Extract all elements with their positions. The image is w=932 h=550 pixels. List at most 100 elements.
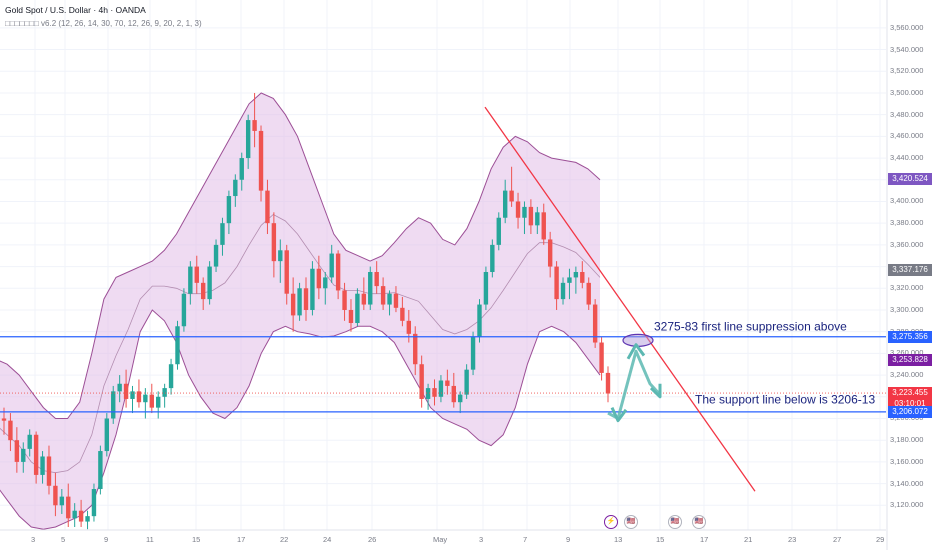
candle (194, 255, 199, 294)
candle-body (477, 304, 482, 338)
candle-body (188, 266, 193, 294)
price-badge[interactable]: 3,206.072 (888, 405, 932, 418)
candle-body (425, 388, 431, 399)
candle-body (46, 456, 52, 486)
candle-body (342, 290, 347, 310)
candle-body (400, 307, 405, 321)
price-tick-label: 3,320.000 (890, 283, 924, 293)
annotation-support: The support line below is 3206-13 (695, 392, 875, 406)
candle (458, 391, 463, 414)
price-tick-label: 3,400.000 (890, 196, 924, 206)
symbol-title[interactable]: Gold Spot / U.S. Dollar · 4h · OANDA (5, 5, 146, 15)
us-flag-icon[interactable]: 🇺🇸 (692, 515, 706, 529)
candle-body (130, 391, 135, 399)
candle-body (599, 342, 604, 373)
candle (271, 212, 277, 278)
candle (27, 429, 32, 457)
candle-body (91, 489, 97, 517)
candle-body (284, 250, 289, 294)
candle (535, 206, 540, 235)
price-badge[interactable]: 3,253.828 (888, 354, 932, 367)
candle-body (200, 282, 206, 300)
bollinger-upper-line (0, 92, 601, 419)
price-tick-label: 3,240.000 (890, 370, 924, 380)
candle (21, 442, 26, 473)
candle (175, 320, 180, 370)
candle (46, 445, 52, 495)
price-badge[interactable]: 3,337.176 (888, 263, 932, 276)
candle-body (168, 364, 174, 389)
time-tick-label: 3 (31, 535, 36, 544)
candle (284, 244, 289, 305)
candle-body (355, 293, 360, 323)
candle-body (502, 190, 508, 218)
time-tick-label: 13 (614, 535, 623, 544)
candle (98, 445, 103, 495)
candle-body (66, 496, 71, 519)
candle (445, 369, 450, 395)
candle-body (554, 266, 559, 300)
candle (483, 266, 489, 310)
candle-body (374, 272, 379, 287)
candle-body (547, 239, 553, 267)
candle (573, 266, 579, 294)
price-badge[interactable]: 3,420.524 (888, 173, 932, 186)
candle (528, 199, 534, 235)
candle (220, 217, 225, 256)
candle-body (413, 333, 418, 365)
candle (233, 174, 238, 207)
indicator-label[interactable]: □□□□□□□ v6.2 (12, 26, 14, 30, 70, 12, 26… (5, 19, 202, 28)
candle-body (233, 179, 238, 197)
candle-body (207, 266, 212, 300)
candle (316, 255, 322, 300)
candle-body (592, 304, 598, 343)
candle (33, 431, 39, 484)
candle-body (104, 418, 110, 452)
time-tick-label: 11 (146, 535, 154, 544)
candle (477, 299, 482, 343)
us-flag-icon[interactable]: 🇺🇸 (624, 515, 638, 529)
arrow-head-icon (649, 383, 662, 399)
candle-body (605, 372, 611, 394)
candle (8, 413, 13, 452)
candle (168, 358, 174, 395)
candle (605, 366, 611, 403)
price-tick-label: 3,480.000 (890, 109, 924, 119)
candle (329, 244, 334, 283)
candle-body (245, 120, 251, 159)
time-tick-label: 9 (566, 535, 571, 544)
candle-body (59, 496, 65, 506)
candle (323, 272, 328, 305)
chart-header: Gold Spot / U.S. Dollar · 4h · OANDA □□□… (5, 4, 202, 30)
candle-body (8, 420, 13, 441)
candle (85, 510, 90, 530)
candle (181, 288, 187, 332)
price-tick-label: 3,300.000 (890, 304, 924, 314)
candle (265, 179, 270, 235)
lightning-icon[interactable]: ⚡ (604, 515, 618, 529)
price-badge[interactable]: 3,275.356 (888, 330, 932, 343)
candle-body (111, 391, 116, 419)
candle-body (490, 244, 495, 272)
candle-body (213, 244, 219, 267)
candle (252, 92, 257, 148)
us-flag-icon[interactable]: 🇺🇸 (668, 515, 682, 529)
candle (361, 277, 367, 310)
candle (156, 391, 161, 419)
arrow-head-icon (626, 343, 646, 360)
candle-body (393, 293, 399, 308)
candle (393, 286, 399, 313)
candle-body (567, 277, 572, 283)
candle (290, 277, 296, 332)
candle (368, 266, 373, 310)
candle (207, 261, 212, 305)
candle-body (406, 320, 412, 334)
price-badge[interactable]: 3,223.455 (888, 386, 932, 399)
candle (335, 250, 341, 300)
candle (91, 483, 97, 522)
candle (111, 385, 116, 424)
candle (162, 383, 167, 408)
price-tick-label: 3,260.000 (890, 348, 924, 358)
candle (143, 388, 148, 419)
